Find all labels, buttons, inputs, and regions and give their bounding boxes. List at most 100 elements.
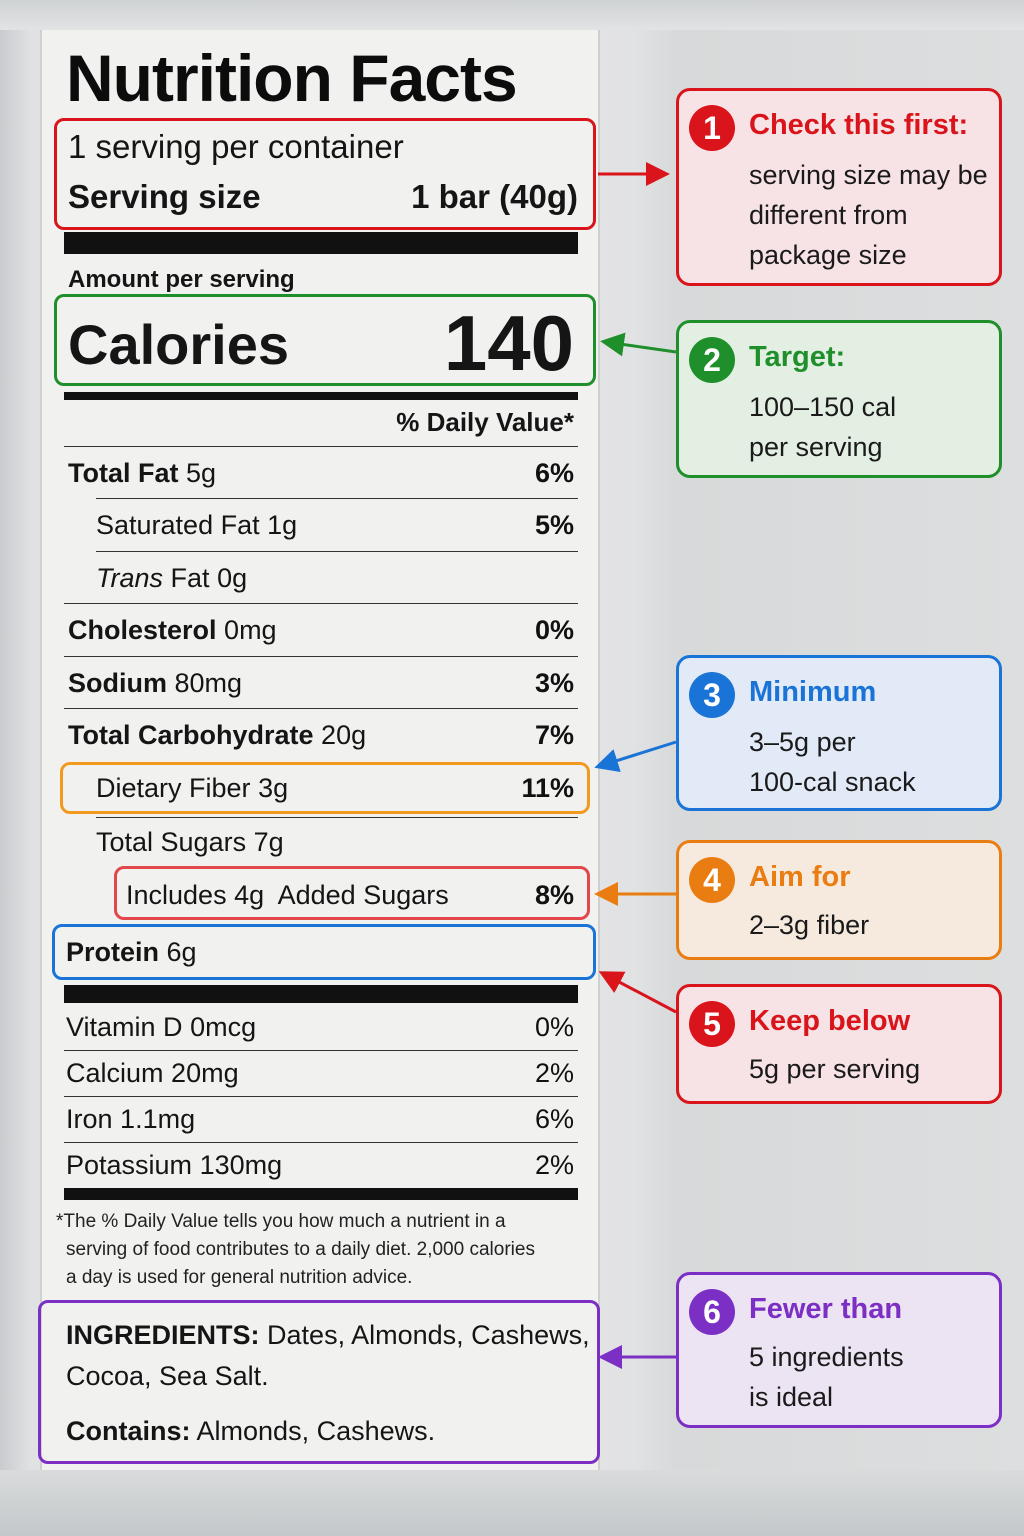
callout-heading: Fewer than bbox=[749, 1293, 903, 1325]
ingredients-line-1: INGREDIENTS: Dates, Almonds, Cashews, bbox=[66, 1320, 590, 1351]
callout-body: 100–150 cal per serving bbox=[749, 387, 896, 467]
divider bbox=[64, 1050, 578, 1051]
daily-value-header: % Daily Value* bbox=[396, 407, 574, 437]
nutrient-amount: 3g bbox=[258, 773, 289, 803]
dv-iron: 6% bbox=[534, 1104, 574, 1134]
callout-body: serving size may be different from packa… bbox=[749, 155, 988, 275]
callout-line: 2–3g fiber bbox=[749, 910, 870, 940]
vitamin-name: Iron bbox=[66, 1104, 113, 1134]
divider bbox=[64, 446, 578, 447]
arrow-2 bbox=[600, 332, 677, 357]
vitamin-name: Potassium bbox=[66, 1150, 193, 1180]
nutrient-name: Saturated Fat bbox=[96, 510, 260, 540]
nutrition-label-panel bbox=[40, 30, 600, 1470]
ingredients-highlight bbox=[38, 1300, 600, 1464]
ingredients-line-2: Cocoa, Sea Salt. bbox=[66, 1361, 269, 1391]
callout-body: 5g per serving bbox=[749, 1049, 920, 1089]
footnote-line: a day is used for general nutrition advi… bbox=[66, 1267, 413, 1288]
nutrient-trans-fat: Trans Fat 0g bbox=[96, 563, 247, 594]
package-edge-top bbox=[0, 0, 1024, 30]
dv-potassium: 2% bbox=[534, 1150, 574, 1180]
vitamin-d: Vitamin D 0mcg bbox=[66, 1012, 256, 1043]
dv-cholesterol: 0% bbox=[534, 615, 574, 645]
nutrient-total-carbohydrate: Total Carbohydrate 20g bbox=[68, 720, 366, 751]
dv-sodium: 3% bbox=[534, 668, 574, 698]
footnote-line: serving of food contributes to a daily d… bbox=[66, 1239, 535, 1260]
protein-highlight bbox=[52, 924, 596, 980]
nutrient-cholesterol: Cholesterol 0mg bbox=[68, 615, 277, 646]
vitamin-name: Vitamin D bbox=[66, 1012, 183, 1042]
nutrient-name: Protein bbox=[66, 937, 160, 967]
dv-dietary-fiber: 11% bbox=[521, 773, 574, 803]
nutrient-amount: 80mg bbox=[174, 668, 243, 698]
dietary-fiber-highlight bbox=[60, 762, 590, 814]
thick-rule bbox=[64, 1188, 578, 1200]
nutrient-name: Dietary Fiber bbox=[96, 773, 251, 803]
thick-rule bbox=[64, 985, 578, 1003]
callout-number-badge: 1 bbox=[689, 105, 735, 151]
callout-line: is ideal bbox=[749, 1382, 834, 1412]
thick-rule bbox=[64, 232, 578, 254]
divider bbox=[64, 1096, 578, 1097]
vitamin-amount: 0mcg bbox=[190, 1012, 257, 1042]
nutrient-sodium: Sodium 80mg bbox=[68, 668, 242, 699]
nutrient-name: Total Fat bbox=[68, 458, 179, 488]
vitamin-name: Calcium bbox=[66, 1058, 164, 1088]
nutrient-saturated-fat: Saturated Fat 1g bbox=[96, 510, 297, 541]
iron: Iron 1.1mg bbox=[66, 1104, 195, 1135]
amount-per-serving: Amount per serving bbox=[68, 266, 295, 293]
callout-line: per serving bbox=[749, 432, 883, 462]
vitamin-amount: 20mg bbox=[171, 1058, 239, 1088]
footnote-line: *The % Daily Value tells you how much a … bbox=[56, 1211, 506, 1232]
nutrient-total-fat: Total Fat 5g bbox=[68, 458, 216, 489]
callout-number-badge: 2 bbox=[689, 337, 735, 383]
contains-label: Contains: bbox=[66, 1416, 191, 1446]
nutrient-total-sugars: Total Sugars 7g bbox=[96, 827, 284, 858]
package-edge-bottom bbox=[0, 1470, 1024, 1536]
callout-heading: Check this first: bbox=[749, 109, 969, 141]
callout-line: different from bbox=[749, 200, 908, 230]
callout-heading: Target: bbox=[749, 341, 846, 373]
nutrient-protein: Protein 6g bbox=[66, 937, 197, 968]
nutrient-name: Includes 4g bbox=[126, 880, 265, 910]
callout-number-badge: 4 bbox=[689, 857, 735, 903]
nutrient-added-sugars: Includes 4g Added Sugars bbox=[126, 880, 449, 911]
nutrient-amount: 7g bbox=[253, 827, 284, 857]
callout-added-sugars: 5 Keep below 5g per serving bbox=[676, 984, 1002, 1104]
divider bbox=[64, 1142, 578, 1143]
dv-vitamin-d: 0% bbox=[534, 1012, 574, 1042]
dv-total-fat: 6% bbox=[534, 458, 574, 488]
dv-added-sugars: 8% bbox=[534, 880, 574, 910]
nutrient-amount: 20g bbox=[321, 720, 367, 750]
callout-number-badge: 6 bbox=[689, 1289, 735, 1335]
ingredients-text: Dates, Almonds, Cashews, bbox=[267, 1320, 590, 1350]
nutrient-amount: 0g bbox=[217, 563, 248, 593]
divider bbox=[96, 551, 578, 552]
dv-total-carbohydrate: 7% bbox=[534, 720, 574, 750]
calcium: Calcium 20mg bbox=[66, 1058, 239, 1089]
callout-line: 100-cal snack bbox=[749, 767, 916, 797]
nutrient-name: Trans bbox=[96, 563, 164, 593]
divider bbox=[64, 656, 578, 657]
callout-line: package size bbox=[749, 240, 907, 270]
contains-text: Almonds, Cashews. bbox=[196, 1416, 436, 1446]
nutrition-facts-title: Nutrition Facts bbox=[66, 41, 518, 115]
arrow-3 bbox=[594, 740, 677, 773]
callout-ingredients: 6 Fewer than 5 ingredients is ideal bbox=[676, 1272, 1002, 1428]
nutrient-amount: 1g bbox=[267, 510, 298, 540]
calories-value: 140 bbox=[443, 299, 574, 387]
vitamin-amount: 1.1mg bbox=[120, 1104, 196, 1134]
divider bbox=[64, 708, 578, 709]
calories-label: Calories bbox=[68, 313, 289, 376]
serving-size-value: 1 bar (40g) bbox=[411, 178, 578, 215]
potassium: Potassium 130mg bbox=[66, 1150, 282, 1181]
callout-fiber: 4 Aim for 2–3g fiber bbox=[676, 840, 1002, 960]
dv-calcium: 2% bbox=[534, 1058, 574, 1088]
callout-line: 5 ingredients bbox=[749, 1342, 904, 1372]
callout-heading: Keep below bbox=[749, 1005, 911, 1037]
callout-body: 3–5g per 100-cal snack bbox=[749, 722, 916, 802]
servings-per-container: 1 serving per container bbox=[68, 128, 404, 165]
nutrient-name: Cholesterol bbox=[68, 615, 217, 645]
nutrient-amount: 6g bbox=[166, 937, 197, 967]
